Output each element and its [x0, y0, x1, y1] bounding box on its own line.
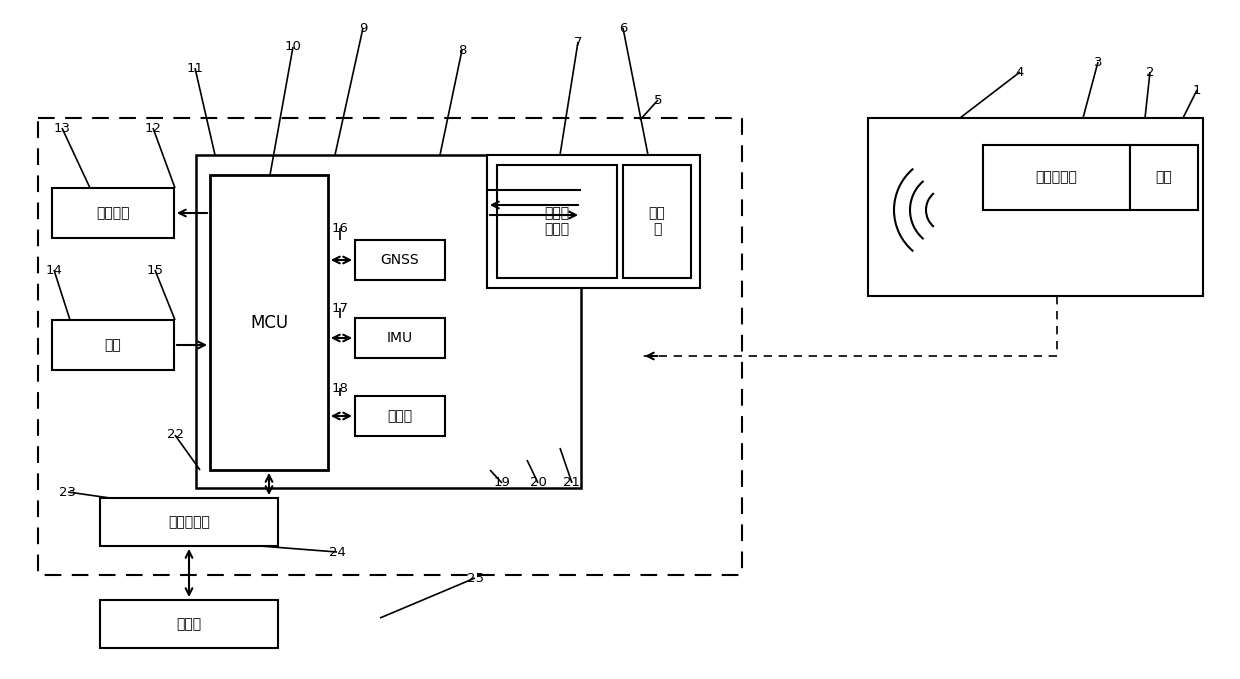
Bar [622, 165, 691, 278]
Text: 动力系统: 动力系统 [97, 206, 130, 220]
Text: 15: 15 [146, 263, 164, 276]
Text: 5: 5 [653, 94, 662, 107]
Bar [355, 318, 445, 358]
Text: 7: 7 [574, 35, 583, 48]
Text: 2: 2 [1146, 65, 1154, 79]
Bar [100, 498, 278, 546]
Bar [196, 155, 582, 488]
Bar [355, 240, 445, 280]
Text: 红外发光管: 红外发光管 [1035, 170, 1078, 185]
Text: 6: 6 [619, 22, 627, 35]
Text: 摄像
头: 摄像 头 [649, 206, 666, 236]
Text: MCU: MCU [250, 314, 288, 331]
Text: 22: 22 [166, 428, 184, 441]
Bar [497, 165, 618, 278]
Text: 13: 13 [53, 122, 71, 134]
Text: 1: 1 [1193, 84, 1202, 96]
Bar [52, 188, 174, 238]
Bar [100, 600, 278, 648]
Text: 23: 23 [60, 485, 77, 498]
Text: 3: 3 [1094, 56, 1102, 69]
Text: 电池: 电池 [104, 338, 122, 352]
Text: 8: 8 [458, 43, 466, 56]
Text: 21: 21 [563, 477, 580, 490]
Text: 12: 12 [145, 122, 161, 134]
Text: 11: 11 [186, 62, 203, 75]
Bar [210, 175, 329, 470]
Bar [1130, 145, 1198, 210]
Bar [983, 145, 1130, 210]
Text: 18: 18 [331, 382, 348, 394]
Text: 图像处
理模块: 图像处 理模块 [544, 206, 569, 236]
Bar [487, 155, 701, 288]
Text: 14: 14 [46, 263, 62, 276]
Text: 存储器: 存储器 [387, 409, 413, 423]
Text: 10: 10 [284, 41, 301, 54]
Bar [52, 320, 174, 370]
Text: 25: 25 [466, 572, 484, 585]
Text: 4: 4 [1016, 65, 1024, 79]
Text: 数据链系统: 数据链系统 [169, 515, 210, 529]
Text: 24: 24 [329, 545, 346, 559]
Text: 电池: 电池 [1156, 170, 1172, 185]
Bar [38, 118, 742, 575]
Text: 16: 16 [331, 221, 348, 234]
Text: 19: 19 [494, 477, 511, 490]
Text: 17: 17 [331, 301, 348, 314]
Bar [355, 396, 445, 436]
Text: 9: 9 [358, 22, 367, 35]
Bar [868, 118, 1203, 296]
Text: 地面站: 地面站 [176, 617, 202, 631]
Text: 20: 20 [529, 477, 547, 490]
Text: IMU: IMU [387, 331, 413, 345]
Text: GNSS: GNSS [381, 253, 419, 267]
